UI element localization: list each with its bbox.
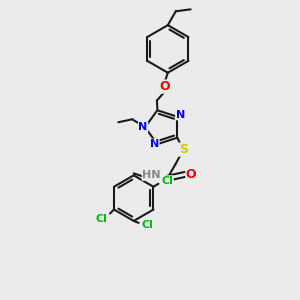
Text: Cl: Cl [95,214,107,224]
Text: N: N [176,110,185,120]
Text: O: O [160,80,170,93]
Text: O: O [186,168,196,181]
Text: Cl: Cl [142,220,154,230]
Text: S: S [179,143,188,156]
Text: Cl: Cl [161,176,173,186]
Text: N: N [138,122,148,132]
Text: N: N [150,139,159,149]
Text: HN: HN [142,170,161,180]
